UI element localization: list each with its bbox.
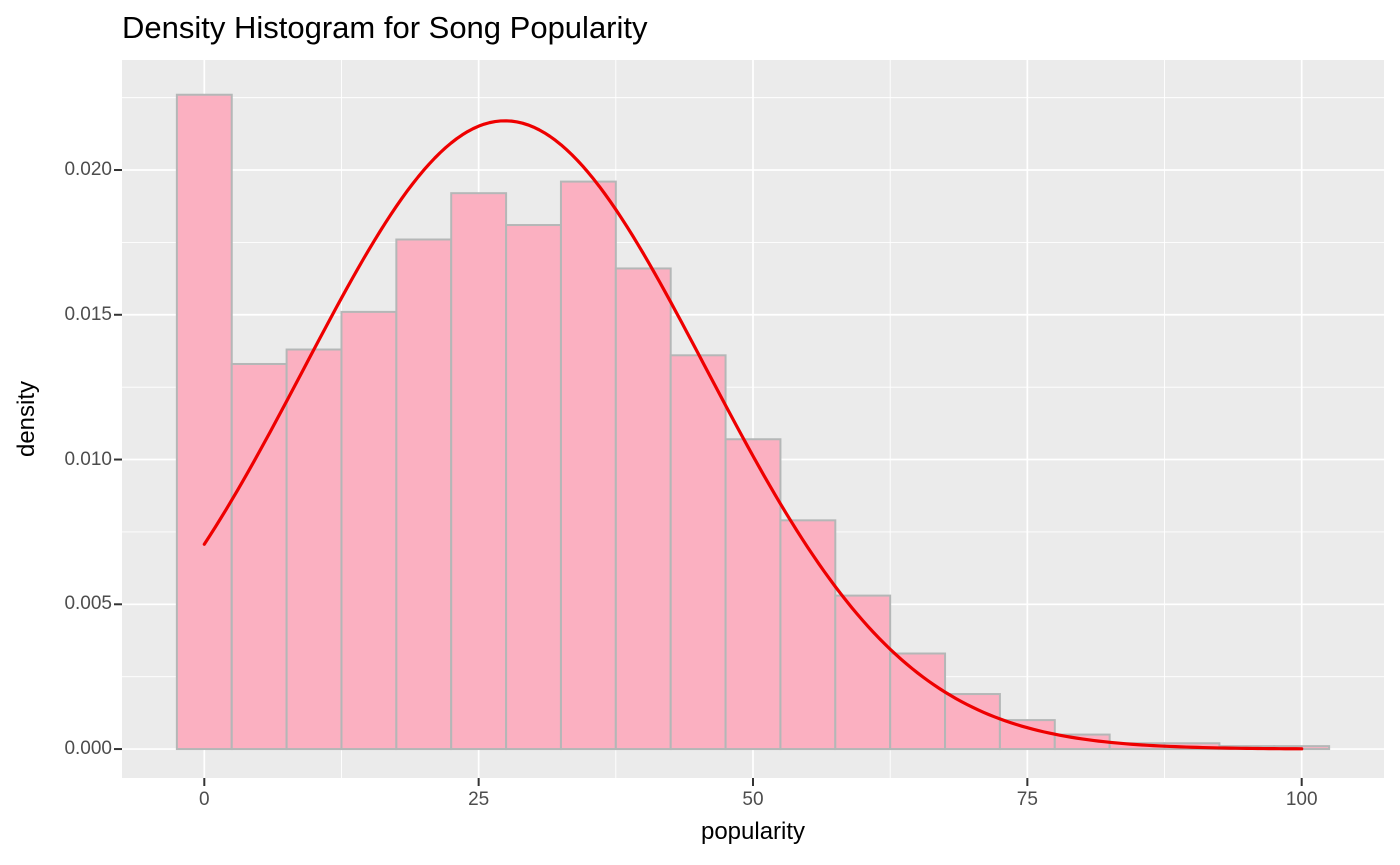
y-tick-label-0.020: 0.020: [64, 159, 112, 181]
histogram-bar: [340, 310, 398, 751]
y-tick-label-0.010: 0.010: [64, 448, 112, 470]
histogram-bar: [175, 93, 233, 751]
histogram-bar: [395, 238, 453, 751]
x-tick-label-75: 75: [1016, 789, 1038, 810]
x-axis-title: popularity: [700, 818, 806, 845]
histogram-bar: [285, 348, 343, 751]
x-tick-label-25: 25: [468, 789, 490, 810]
x-tick-label-100: 100: [1285, 789, 1318, 810]
histogram-bar: [614, 267, 672, 751]
y-axis-title: density: [13, 380, 40, 458]
y-tick-label-0.005: 0.005: [64, 593, 112, 615]
y-tick-label-0.015: 0.015: [64, 303, 112, 325]
histogram-bar: [998, 719, 1056, 751]
density-curve: [202, 119, 1304, 751]
histogram-bar: [230, 362, 288, 751]
histogram-bar: [559, 180, 617, 751]
histogram-bar: [779, 519, 837, 751]
histogram-bar: [450, 192, 508, 751]
y-tick-label-0.000: 0.000: [64, 738, 112, 760]
histogram-bar: [505, 224, 562, 751]
x-tick-label-50: 50: [742, 789, 764, 810]
histogram-bar: [889, 652, 947, 751]
histogram-bar: [669, 354, 727, 751]
chart-title: Density Histogram for Song Popularity: [122, 10, 648, 45]
histogram-bar: [944, 693, 1001, 751]
x-tick-label-0: 0: [199, 789, 210, 810]
histogram-bar: [724, 438, 782, 751]
